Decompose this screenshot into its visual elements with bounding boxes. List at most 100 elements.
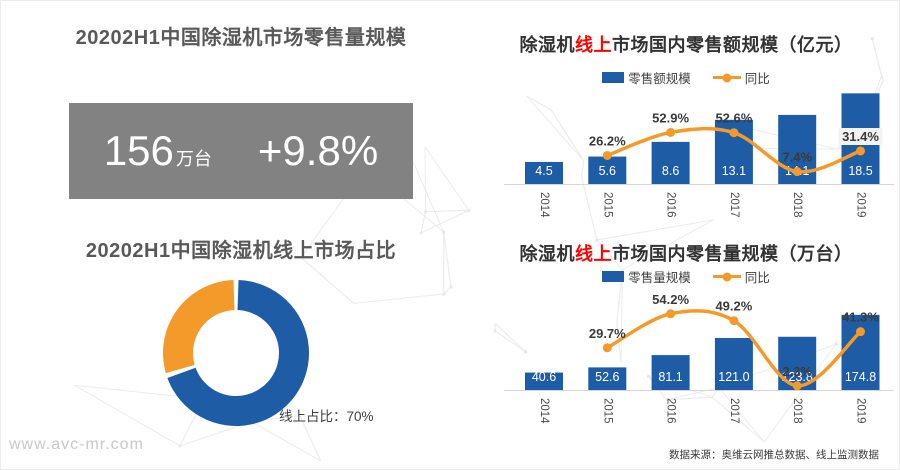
bar	[651, 141, 690, 184]
mesh-line	[425, 209, 469, 213]
retail-value-chart-legend: 零售额规模 同比	[471, 68, 899, 87]
online-retail-value-chart: 除湿机线上市场国内零售额规模（亿元） 零售额规模 同比 2014 2015 2016…	[471, 16, 899, 236]
chart-title-suffix: 市场国内零售量规模（万台）	[612, 244, 853, 264]
bar-value-label: 5.6	[599, 164, 616, 178]
mesh-line	[420, 211, 427, 234]
mesh-line	[353, 293, 444, 304]
growth-point	[666, 309, 676, 319]
mesh-dot	[423, 210, 428, 214]
growth-point	[856, 146, 865, 156]
year-label: 2019	[855, 398, 867, 424]
mesh-line	[581, 160, 585, 177]
bar	[714, 337, 753, 390]
mesh-line	[666, 387, 720, 401]
mesh-line	[424, 146, 470, 211]
mesh-line	[494, 330, 526, 353]
mesh-line	[494, 323, 527, 353]
mesh-line	[526, 95, 552, 111]
retail-volume-plot: 2014 2015 2016 2017 2018 2019 40.6 52.6 81.1 121.…	[504, 292, 894, 424]
online-share-title: 20202H1中国除湿机线上市场占比	[85, 240, 397, 262]
year-label: 2019	[855, 192, 867, 218]
growth-label-box	[838, 127, 883, 145]
growth-point	[792, 167, 802, 177]
mesh-line	[711, 396, 765, 443]
online-share-donut-chart	[163, 280, 309, 426]
mesh-line	[622, 219, 714, 270]
year-label: 2015	[601, 398, 613, 424]
bar-legend-swatch-icon	[602, 72, 625, 83]
growth-label: 7.4%	[782, 150, 812, 165]
donut-slice	[167, 280, 309, 426]
growth-point	[666, 127, 676, 137]
legend-line-label: 同比	[744, 72, 770, 86]
growth-label: 29.7%	[589, 326, 626, 341]
bar-value-label: 13.1	[722, 164, 746, 178]
bar	[651, 355, 690, 390]
mesh-line	[880, 75, 884, 82]
chart-title-highlight: 线上	[575, 244, 612, 264]
bar-value-label: 174.8	[845, 370, 876, 384]
market-size-title: 20202H1中国除湿机市场零售量规模	[75, 27, 407, 49]
chart-title-prefix: 除湿机	[519, 35, 575, 55]
growth-label: 54.2%	[652, 292, 689, 307]
mesh-line	[763, 343, 837, 443]
legend-bar-label: 零售量规模	[628, 271, 691, 285]
market-size-stat-line: 156 万台 +9.8%	[104, 130, 378, 172]
mesh-line	[596, 219, 714, 241]
bar-value-label: 40.6	[532, 370, 556, 384]
legend-item-line: 同比	[712, 267, 770, 286]
mesh-dot	[834, 342, 838, 346]
mesh-line	[300, 257, 355, 304]
mesh-line	[74, 384, 181, 447]
bar-value-label: 18.5	[848, 164, 872, 178]
mesh-line	[443, 286, 452, 295]
growth-label: 41.3%	[842, 310, 879, 325]
market-volume-value: 156	[103, 127, 174, 174]
mesh-line	[526, 96, 585, 162]
line-legend-marker-icon	[712, 73, 741, 82]
legend-bar-label: 零售额规模	[628, 72, 691, 86]
year-label: 2016	[665, 192, 677, 218]
bar	[525, 161, 563, 184]
year-label: 2018	[791, 398, 803, 424]
market-size-stat-box: 156 万台 +9.8%	[69, 103, 413, 199]
line-legend-dot-icon	[722, 73, 732, 82]
online-retail-volume-chart: 除湿机线上市场国内零售量规模（万台） 零售量规模 同比 2014 2015 2016…	[471, 236, 899, 456]
growth-point	[729, 316, 739, 326]
bar	[588, 367, 627, 390]
mesh-line	[443, 231, 452, 288]
mesh-line	[550, 109, 585, 162]
legend-line-label: 同比	[744, 271, 770, 285]
mesh-line	[250, 421, 321, 462]
line-legend-marker-icon	[712, 272, 741, 281]
bar-value-label: 8.6	[662, 164, 679, 178]
growth-label: 26.2%	[589, 133, 626, 148]
chart-title-highlight: 线上	[575, 35, 612, 55]
mesh-line	[620, 269, 623, 363]
growth-point	[729, 128, 739, 138]
donut-slice	[163, 280, 235, 374]
chart-title-prefix: 除湿机	[519, 244, 575, 264]
legend-item-bar: 零售量规模	[602, 267, 691, 286]
bar-legend-swatch-icon	[602, 271, 625, 282]
year-label: 2016	[665, 398, 677, 424]
growth-label: 49.2%	[715, 299, 752, 314]
year-label: 2017	[728, 398, 740, 424]
mesh-dot	[442, 230, 446, 234]
growth-label: 52.9%	[652, 110, 689, 125]
mesh-line	[420, 209, 470, 234]
mesh-line	[718, 387, 765, 443]
mesh-line	[871, 38, 884, 81]
online-share-label: 线上占比：70%	[279, 409, 374, 424]
bar-value-label: 121.0	[718, 370, 749, 384]
mesh-line	[581, 176, 598, 241]
growth-point	[792, 381, 802, 391]
growth-point	[602, 343, 612, 353]
retail-value-chart-title: 除湿机线上市场国内零售额规模（亿元）	[471, 31, 899, 57]
growth-point	[856, 327, 865, 337]
bar-value-label: 52.6	[595, 370, 619, 384]
year-label: 2018	[791, 192, 803, 218]
bar	[588, 156, 627, 184]
